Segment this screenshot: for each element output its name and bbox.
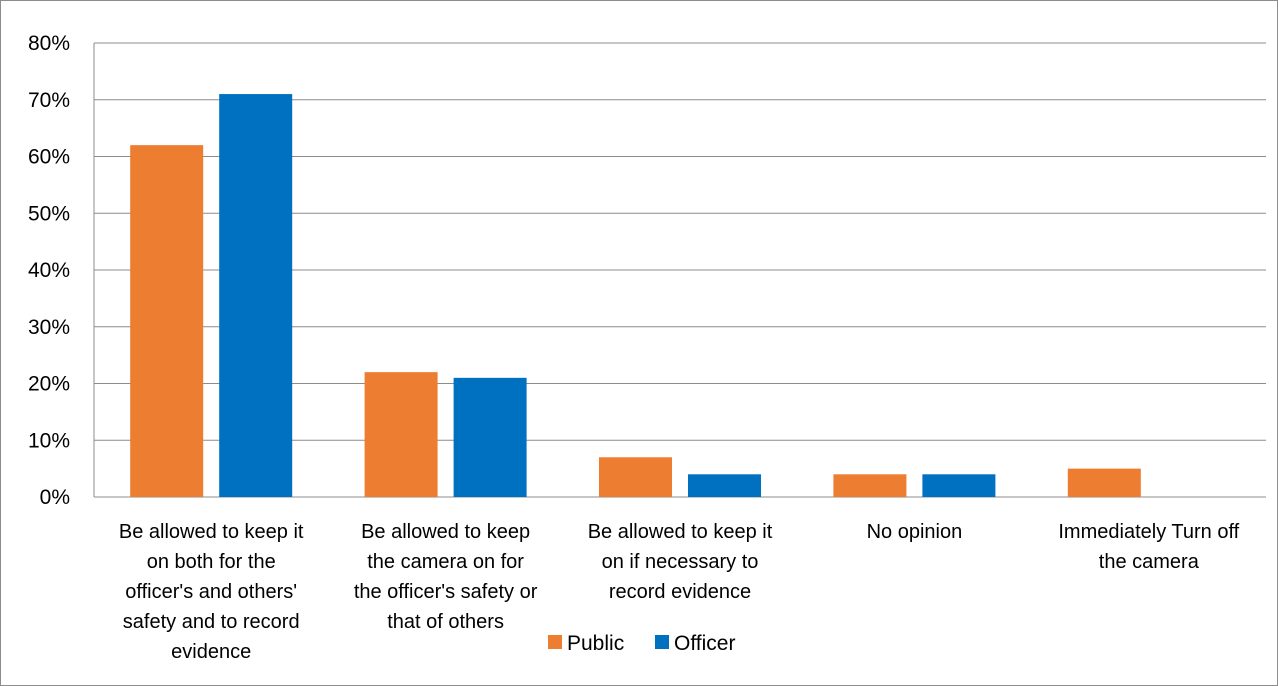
y-tick-label: 20% bbox=[28, 373, 70, 396]
y-tick-label: 50% bbox=[28, 202, 70, 225]
category-label: the camera on for bbox=[367, 551, 524, 573]
legend-label-officer: Officer bbox=[674, 632, 735, 655]
category-label: the camera bbox=[1099, 551, 1200, 573]
y-tick-label: 70% bbox=[28, 89, 70, 112]
category-label: that of others bbox=[387, 611, 504, 633]
bar-officer bbox=[688, 474, 761, 497]
y-tick-label: 60% bbox=[28, 146, 70, 169]
legend-swatch-officer bbox=[655, 635, 669, 649]
legend-label-public: Public bbox=[567, 632, 624, 655]
bar-public bbox=[599, 457, 672, 497]
bar-public bbox=[1067, 468, 1141, 497]
y-tick-label: 80% bbox=[28, 32, 70, 55]
category-label: record evidence bbox=[609, 581, 751, 603]
category-label: Be allowed to keep it bbox=[119, 521, 304, 543]
category-label: officer's and others' bbox=[125, 581, 297, 603]
bar-officer bbox=[219, 94, 293, 497]
bar-public bbox=[364, 372, 438, 497]
bar-public bbox=[130, 145, 204, 497]
bar-public bbox=[833, 474, 907, 497]
category-label: Be allowed to keep bbox=[361, 521, 530, 543]
category-label: on both for the bbox=[147, 551, 276, 573]
legend: Public Officer bbox=[548, 632, 735, 655]
y-tick-label: 30% bbox=[28, 316, 70, 339]
bar-officer bbox=[922, 474, 996, 497]
category-label: the officer's safety or bbox=[354, 581, 538, 603]
category-label: No opinion bbox=[867, 521, 963, 543]
y-axis-ticks: 0% 10% 20% 30% 40% 50% 60% 70% 80% bbox=[28, 32, 70, 509]
category-label: evidence bbox=[171, 641, 251, 663]
category-label: Be allowed to keep it bbox=[588, 521, 773, 543]
x-axis-categories: Be allowed to keep it on both for the offi… bbox=[119, 521, 1240, 663]
bar-officer bbox=[453, 377, 527, 497]
category-label: on if necessary to bbox=[602, 551, 759, 573]
category-label: Immediately Turn off bbox=[1058, 521, 1239, 543]
legend-swatch-public bbox=[548, 635, 562, 649]
y-tick-label: 40% bbox=[28, 259, 70, 282]
bars bbox=[130, 94, 1141, 497]
category-label: safety and to record bbox=[123, 611, 300, 633]
y-tick-label: 10% bbox=[28, 429, 70, 452]
y-tick-label: 0% bbox=[40, 486, 70, 509]
